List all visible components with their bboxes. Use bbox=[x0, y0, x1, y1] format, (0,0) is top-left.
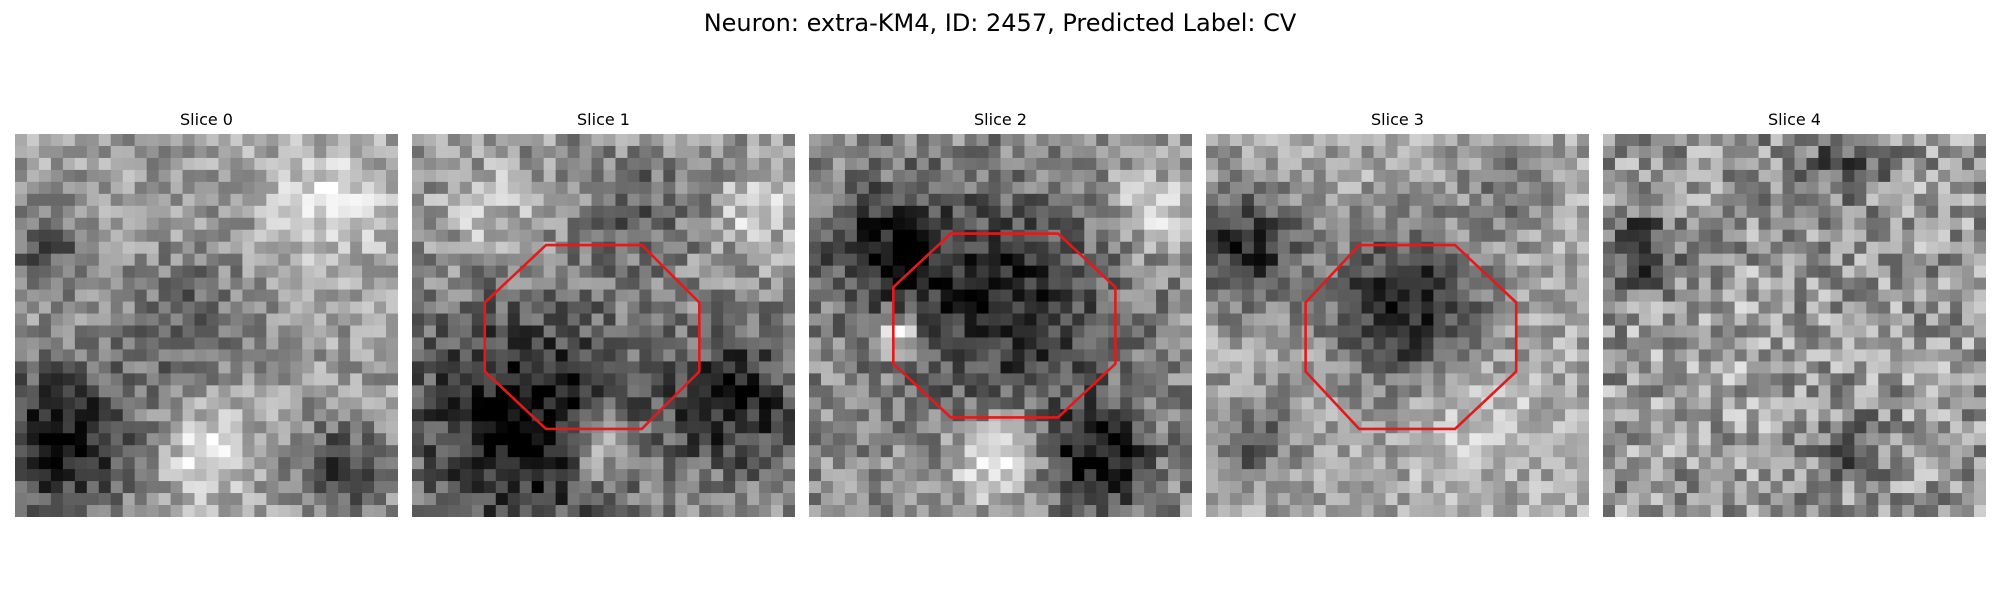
slice-image-0 bbox=[15, 134, 398, 517]
roi-outline-3 bbox=[1304, 243, 1518, 431]
figure-title: Neuron: extra-KM4, ID: 2457, Predicted L… bbox=[703, 9, 1297, 37]
slice-image-2 bbox=[809, 134, 1192, 517]
roi-outline-2 bbox=[892, 232, 1117, 419]
slice-image-1 bbox=[412, 134, 795, 517]
slice-title-2: Slice 2 bbox=[974, 110, 1027, 129]
slice-image-3 bbox=[1206, 134, 1589, 517]
slice-image-4 bbox=[1603, 134, 1986, 517]
slice-title-1: Slice 1 bbox=[577, 110, 630, 129]
slice-title-0: Slice 0 bbox=[180, 110, 233, 129]
slice-title-3: Slice 3 bbox=[1371, 110, 1424, 129]
slice-title-4: Slice 4 bbox=[1768, 110, 1821, 129]
roi-outline-1 bbox=[483, 243, 701, 431]
